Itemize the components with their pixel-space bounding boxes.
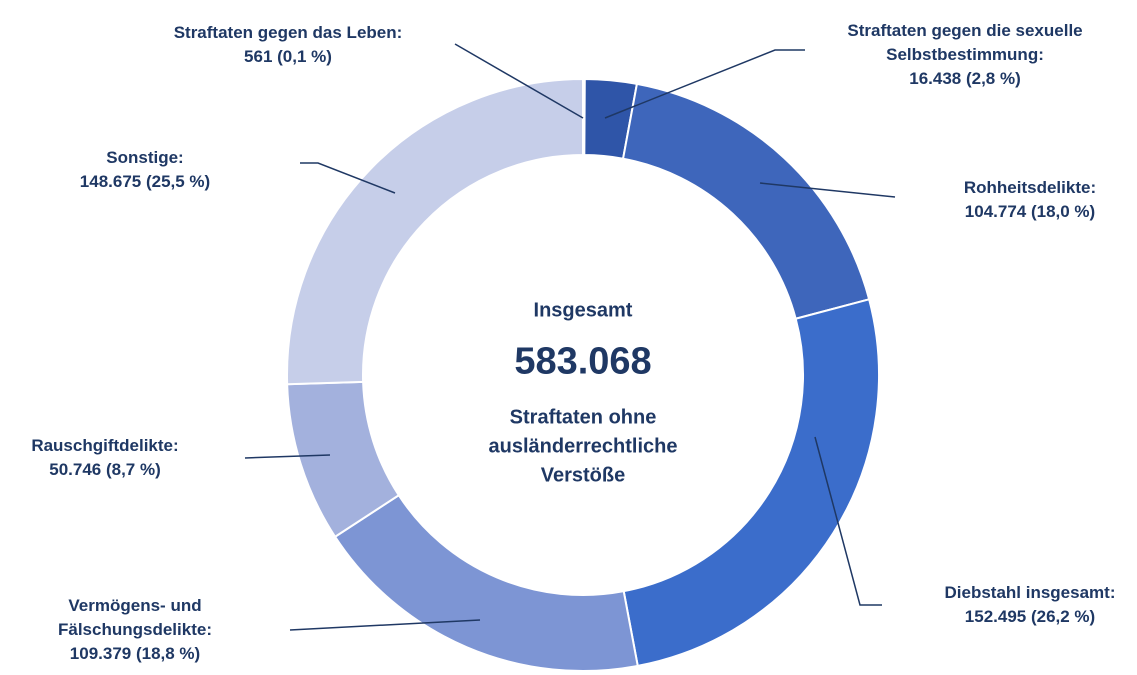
leader-line bbox=[300, 162, 396, 194]
category-label: Vermögens- und Fälschungsdelikte: bbox=[58, 596, 212, 639]
value-label: 104.774 (18,0 %) bbox=[964, 202, 1096, 221]
donut-segment bbox=[333, 493, 639, 672]
category-label: Sonstige: bbox=[106, 148, 184, 167]
segment-label: Sonstige: 148.675 (25,5 %) bbox=[30, 146, 260, 194]
leader-line bbox=[454, 43, 584, 119]
center-block: Insgesamt 583.068 Straftaten ohne auslän… bbox=[463, 300, 703, 491]
value-label: 109.379 (18,8 %) bbox=[69, 644, 201, 663]
leader-line bbox=[604, 49, 805, 119]
value-label: 50.746 (8,7 %) bbox=[49, 460, 161, 479]
leader-line bbox=[244, 454, 331, 459]
category-label: Rauschgiftdelikte: bbox=[31, 436, 179, 455]
category-label: Rohheitsdelikte: bbox=[963, 178, 1097, 197]
value-label: 148.675 (25,5 %) bbox=[79, 172, 211, 191]
segment-label: Straftaten gegen das Leben: 561 (0,1 %) bbox=[108, 21, 468, 69]
category-label: Straftaten gegen das Leben: bbox=[173, 23, 403, 42]
leader-line bbox=[814, 436, 882, 606]
donut-segment bbox=[286, 77, 584, 386]
segment-label: Diebstahl insgesamt: 152.495 (26,2 %) bbox=[900, 581, 1137, 629]
donut-segment bbox=[621, 82, 871, 320]
center-subtitle: Straftaten ohne ausländerrechtliche Vers… bbox=[488, 406, 678, 487]
category-label: Straftaten gegen die sexuelle Selbstbest… bbox=[847, 21, 1083, 64]
value-label: 16.438 (2,8 %) bbox=[909, 69, 1021, 88]
center-title: Insgesamt bbox=[533, 299, 633, 322]
value-label: 561 (0,1 %) bbox=[244, 47, 332, 66]
category-label: Diebstahl insgesamt: bbox=[944, 583, 1116, 602]
segment-label: Vermögens- und Fälschungsdelikte: 109.379… bbox=[35, 594, 235, 666]
segment-label: Straftaten gegen die sexuelle Selbstbest… bbox=[828, 19, 1103, 91]
segment-label: Rohheitsdelikte: 104.774 (18,0 %) bbox=[920, 176, 1137, 224]
value-label: 152.495 (26,2 %) bbox=[964, 607, 1096, 626]
leader-line bbox=[759, 182, 896, 198]
center-total: 583.068 bbox=[514, 340, 652, 383]
leader-line bbox=[289, 619, 481, 631]
segment-label: Rauschgiftdelikte: 50.746 (8,7 %) bbox=[0, 434, 215, 482]
